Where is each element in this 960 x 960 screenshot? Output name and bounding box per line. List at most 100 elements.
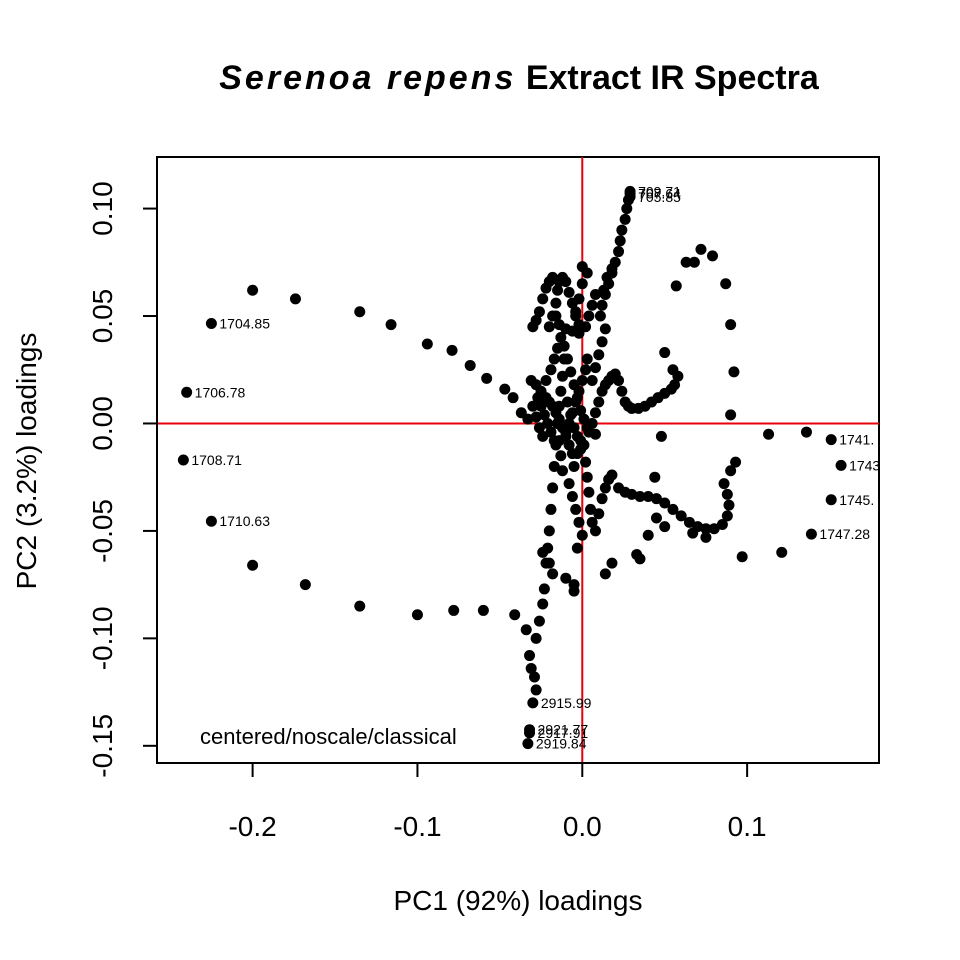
- data-point: [736, 551, 748, 563]
- y-tick-label: -0.15: [87, 714, 118, 778]
- data-point: [561, 353, 573, 365]
- data-point: [570, 503, 582, 515]
- data-point: [555, 332, 567, 344]
- data-point: [687, 527, 699, 539]
- data-point: [571, 430, 583, 442]
- data-point: [477, 604, 489, 616]
- labeled-data-point: [181, 386, 193, 398]
- y-tick-label: 0.05: [87, 289, 118, 344]
- data-point: [707, 250, 719, 262]
- point-label: 2919.84: [536, 736, 587, 752]
- data-point: [585, 503, 597, 515]
- point-label: 1704.85: [219, 316, 270, 332]
- data-point: [583, 486, 595, 498]
- data-point: [576, 374, 588, 386]
- data-point: [535, 400, 547, 412]
- data-point: [538, 409, 550, 421]
- data-point: [532, 392, 544, 404]
- point-label: 1708.71: [191, 452, 242, 468]
- data-point: [530, 411, 542, 423]
- data-point: [723, 499, 735, 511]
- data-point: [586, 299, 598, 311]
- data-point: [580, 321, 592, 333]
- labeled-data-point: [524, 727, 536, 739]
- labeled-data-point: [522, 738, 534, 750]
- data-point: [568, 422, 580, 434]
- method-annotation: centered/noscale/classical: [200, 724, 457, 749]
- data-point: [537, 430, 549, 442]
- data-point: [537, 546, 549, 558]
- point-label: 1747.28: [819, 526, 870, 542]
- data-point: [247, 284, 259, 296]
- data-point: [576, 529, 588, 541]
- data-point: [540, 374, 552, 386]
- data-point: [708, 523, 720, 535]
- data-point: [550, 297, 562, 309]
- data-point: [725, 409, 737, 421]
- data-point: [527, 400, 539, 412]
- data-point: [520, 624, 532, 636]
- y-axis: -0.15 -0.10 -0.05 0.00 0.05 0.10: [87, 181, 158, 778]
- data-point: [563, 286, 575, 298]
- data-point: [616, 385, 628, 397]
- data-point: [464, 359, 476, 371]
- data-point: [616, 224, 628, 236]
- data-point: [530, 684, 542, 696]
- data-point: [547, 482, 559, 494]
- x-tick-label: 0.0: [563, 811, 602, 842]
- data-point: [725, 465, 737, 477]
- labeled-data-point: [205, 318, 217, 330]
- data-point: [589, 407, 601, 419]
- data-point: [299, 579, 311, 591]
- labeled-data-point: [825, 434, 837, 446]
- data-point: [728, 366, 740, 378]
- data-point: [552, 417, 564, 429]
- data-point: [599, 323, 611, 335]
- data-point: [594, 310, 606, 322]
- data-point: [568, 379, 580, 391]
- data-point: [411, 609, 423, 621]
- data-point: [583, 310, 595, 322]
- data-points: [247, 194, 812, 696]
- data-point: [550, 310, 562, 322]
- data-point: [619, 213, 631, 225]
- chart-title-italic: Serenoa repens: [219, 59, 516, 97]
- point-label: 707.64: [638, 186, 681, 202]
- data-point: [606, 469, 618, 481]
- data-point: [596, 493, 608, 505]
- data-point: [573, 516, 585, 528]
- data-point: [606, 557, 618, 569]
- data-point: [634, 491, 646, 503]
- data-point: [530, 314, 542, 326]
- labeled-data-point: [624, 191, 636, 203]
- data-point: [542, 417, 554, 429]
- data-point: [721, 510, 733, 522]
- chart-title-main: Extract IR Spectra: [526, 59, 820, 97]
- data-point: [545, 426, 557, 438]
- data-point: [730, 456, 742, 468]
- labeled-data-point: [205, 515, 217, 527]
- data-point: [571, 392, 583, 404]
- data-point: [718, 478, 730, 490]
- point-label: 2921.77: [538, 722, 589, 738]
- point-labels: 1704.85 1706.78 1708.71 1710.63 1741. 1743 174…: [177, 183, 880, 752]
- data-point: [650, 493, 662, 505]
- data-point: [548, 435, 560, 447]
- data-point: [566, 491, 578, 503]
- data-point: [634, 553, 646, 565]
- data-point: [800, 426, 812, 438]
- data-point: [613, 246, 625, 258]
- data-point: [499, 383, 511, 395]
- data-point: [446, 344, 458, 356]
- data-point: [354, 600, 366, 612]
- data-point: [547, 568, 559, 580]
- x-tick-label: -0.1: [393, 811, 441, 842]
- data-point: [576, 278, 588, 290]
- data-point: [700, 523, 712, 535]
- labeled-data-point: [805, 528, 817, 540]
- x-tick-label: 0.1: [728, 811, 767, 842]
- data-point: [593, 508, 605, 520]
- data-point: [659, 347, 671, 359]
- data-point: [525, 662, 537, 674]
